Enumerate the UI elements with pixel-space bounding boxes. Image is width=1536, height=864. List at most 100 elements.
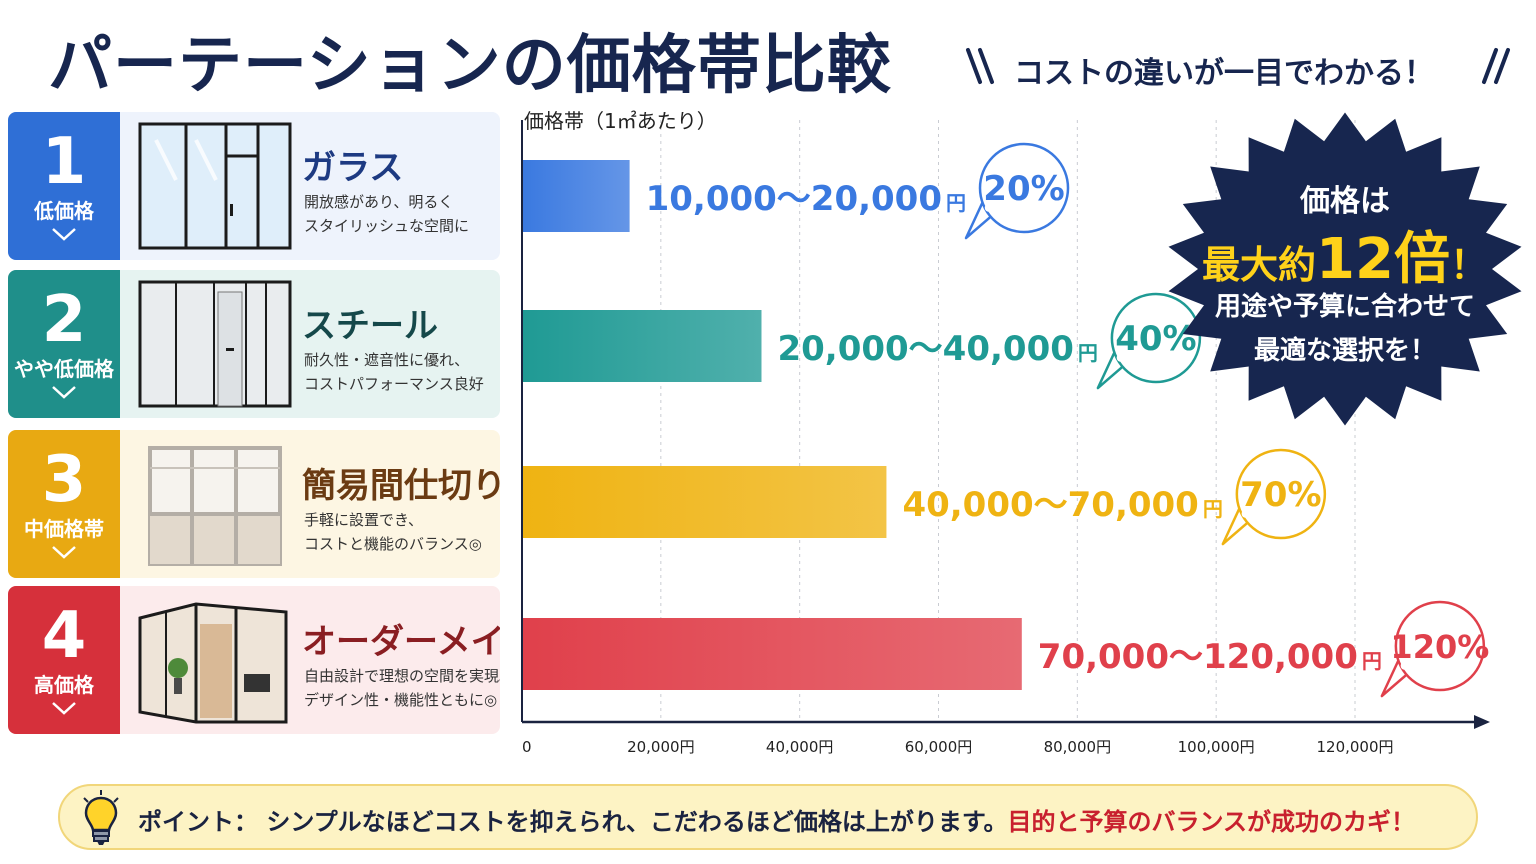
bubble-circle — [978, 142, 1070, 234]
callout-line-3: 用途や予算に合わせて — [1214, 292, 1475, 322]
bubble-tail — [1380, 657, 1409, 698]
bar-range-label: 40,000〜70,000 円 — [902, 485, 1222, 525]
range-value: 20,000〜40,000 — [777, 329, 1073, 369]
category-price-level: 低価格 — [34, 199, 94, 223]
bar-range-label: 20,000〜40,000 円 — [777, 329, 1097, 369]
category-name: スチール — [302, 306, 438, 346]
percent-speech-bubble: 70% — [1221, 448, 1327, 546]
callout-line-2-prefix: 最大約 — [1202, 243, 1317, 287]
description-line: 自由設計で理想の空間を実現。 — [304, 667, 500, 685]
chevron-down-icon — [52, 546, 76, 559]
range-unit: 円 — [1203, 497, 1223, 521]
bubble-gap — [984, 203, 993, 212]
tagline-text: コストの違いが一目でわかる！ — [1014, 56, 1434, 91]
chevron-down-icon — [52, 386, 76, 399]
category-number: 3 — [41, 443, 87, 517]
category-card-simple-partition: 3 中価格帯 簡易間仕切り 手軽に設置でき、 コストと機能のバランス◎ — [8, 430, 500, 578]
percent-speech-bubble: 20% — [964, 142, 1070, 240]
description-line: 手軽に設置でき、 — [304, 511, 423, 529]
bar-2 — [522, 310, 762, 382]
simple-partition-image — [148, 446, 282, 566]
bubble-tail — [964, 199, 994, 240]
point-text: ポイント： シンプルなほどコストを抑えられ、こだわるほど価格は上がります。目的と… — [138, 802, 1415, 837]
bubble-gap — [1241, 509, 1250, 518]
category-number: 4 — [41, 599, 87, 673]
glass-partition-image — [138, 122, 292, 250]
category-description: 開放感があり、明るく スタイリッシュな空間に — [304, 190, 469, 238]
category-price-level: 中価格帯 — [24, 517, 104, 541]
category-description: 耐久性・遮音性に優れ、 コストパフォーマンス良好 — [304, 348, 484, 396]
category-number: 1 — [41, 125, 87, 199]
description-line: スタイリッシュな空間に — [304, 217, 470, 235]
range-unit: 円 — [1078, 341, 1098, 365]
range-value: 10,000〜20,000 — [646, 179, 942, 219]
y-axis-label: 価格帯（1㎡あたり） — [524, 109, 717, 133]
slash-decoration-left-icon — [966, 48, 994, 84]
category-number: 2 — [41, 283, 87, 357]
category-price-level: 高価格 — [34, 673, 94, 697]
starburst-shape — [1168, 112, 1522, 426]
x-tick-label: 60,000円 — [905, 738, 973, 756]
point-highlight-text: 目的と予算のバランスが成功のカギ！ — [1007, 808, 1416, 836]
point-main-text: ポイント： シンプルなほどコストを抑えられ、こだわるほど価格は上がります。 — [138, 808, 1008, 836]
category-card-glass: 1 低価格 ガラス 開放感があり、明るく スタイリッシュな空間に — [8, 112, 500, 260]
category-badge: 1 低価格 — [8, 112, 120, 260]
slash-decoration-right-icon — [1482, 48, 1510, 84]
chevron-down-icon — [52, 228, 76, 241]
bubble-circle — [1235, 448, 1327, 540]
callout-line-4: 最適な選択を！ — [1253, 336, 1436, 366]
description-line: コストパフォーマンス良好 — [304, 375, 484, 393]
callout-line-2-emphasis: 12倍 — [1316, 227, 1450, 292]
page-title: パーテーションの価格帯比較 — [48, 29, 892, 103]
description-line: コストと機能のバランス◎ — [304, 535, 482, 553]
bar-4 — [522, 618, 1022, 690]
category-card-steel: 2 やや低価格 スチール 耐久性・遮音性に優れ、 コストパフォーマンス良好 — [8, 270, 500, 418]
x-tick-label: 0 — [522, 738, 532, 756]
category-badge: 2 やや低価格 — [8, 270, 120, 418]
bar-3 — [522, 466, 887, 538]
description-line: 開放感があり、明るく — [304, 193, 454, 211]
starburst-polygon — [1168, 112, 1522, 426]
category-description: 手軽に設置でき、 コストと機能のバランス◎ — [304, 508, 482, 556]
range-value: 70,000〜120,000 — [1038, 637, 1358, 677]
percent-speech-bubble: 120% — [1380, 600, 1489, 698]
percent-label: 70% — [1240, 475, 1321, 515]
percent-label: 120% — [1390, 628, 1489, 666]
callout-line-2: 最大約12倍！ — [1160, 214, 1530, 295]
category-description: 自由設計で理想の空間を実現。 デザイン性・機能性ともに◎ — [304, 664, 500, 712]
steel-partition-image — [138, 280, 292, 408]
category-badge: 4 高価格 — [8, 586, 120, 734]
category-name: オーダーメイド — [302, 622, 500, 662]
description-line: 耐久性・遮音性に優れ、 — [304, 351, 470, 369]
callout-line-1: 価格は — [1300, 184, 1390, 219]
range-value: 40,000〜70,000 — [902, 485, 1198, 525]
category-price-level: やや低価格 — [14, 357, 114, 381]
bar-range-label: 70,000〜120,000 円 — [1038, 637, 1382, 677]
x-tick-label: 80,000円 — [1044, 738, 1112, 756]
x-axis-arrow-icon — [1474, 715, 1490, 729]
x-tick-label: 120,000円 — [1316, 738, 1393, 756]
bubble-tail — [1096, 349, 1126, 390]
bubble-circle — [1394, 600, 1486, 692]
category-card-custom-made: 4 高価格 オーダーメイド 自由設計で理想の空間を実現。 デザイン性・機能性とも… — [8, 586, 500, 734]
tagline: コストの違いが一目でわかる！ — [960, 36, 1520, 96]
max-price-callout: 価格は 最大約12倍！ 用途や予算に合わせて 最適な選択を！ — [1160, 110, 1530, 428]
category-name: 簡易間仕切り — [302, 466, 500, 506]
lightbulb-icon — [83, 790, 119, 845]
bar-range-label: 10,000〜20,000 円 — [646, 179, 966, 219]
category-name: ガラス — [302, 148, 404, 188]
callout-line-2-suffix: ！ — [1449, 243, 1488, 287]
bubble-tail — [1221, 505, 1250, 546]
description-line: デザイン性・機能性ともに◎ — [304, 691, 498, 709]
chevron-down-icon — [52, 702, 76, 715]
bubble-gap — [1400, 661, 1409, 670]
range-unit: 円 — [1362, 649, 1382, 673]
bar-1 — [522, 160, 630, 232]
x-tick-label: 100,000円 — [1178, 738, 1255, 756]
range-unit: 円 — [946, 191, 966, 215]
point-banner: ポイント： シンプルなほどコストを抑えられ、こだわるほど価格は上がります。目的と… — [58, 784, 1478, 850]
percent-label: 20% — [983, 169, 1064, 209]
x-tick-label: 20,000円 — [627, 738, 695, 756]
bubble-gap — [1116, 353, 1125, 362]
custom-partition-image — [138, 602, 288, 724]
